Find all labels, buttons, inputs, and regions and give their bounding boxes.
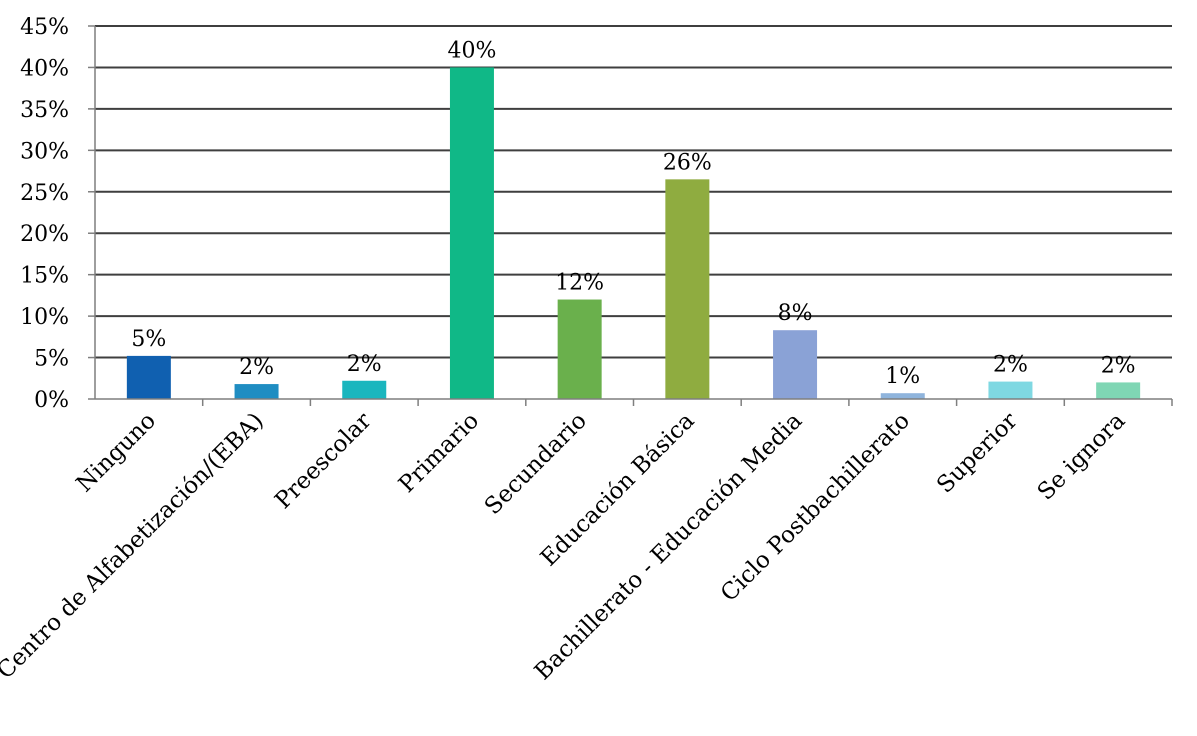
category-label: Preescolar [270,408,376,514]
bar [988,381,1033,399]
data-label: 12% [555,271,604,296]
data-label: 2% [993,353,1028,378]
data-label: 5% [131,327,166,352]
bar [773,330,818,399]
bar [449,67,494,399]
y-tick-label: 15% [20,264,69,289]
data-label: 2% [347,352,382,377]
data-label: 2% [239,355,274,380]
bar [880,393,925,399]
category-label: Se ignora [1033,408,1131,506]
y-tick-label: 45% [20,15,69,40]
y-tick-label: 30% [20,139,69,164]
bar [126,355,171,399]
y-tick-label: 25% [20,181,69,206]
category-label: Ciclo Postbachillerato [716,408,915,607]
bar [234,384,279,399]
y-tick-label: 0% [34,388,69,413]
category-label: Superior [932,408,1023,499]
y-tick-label: 5% [34,347,69,372]
data-label: 26% [663,150,712,175]
y-axis-labels: 0% 5% 10% 15% 20% 25% 30% 35% 40% 45% [20,15,69,413]
y-tick-label: 35% [20,98,69,123]
category-label: Primario [394,408,484,498]
data-label: 2% [1101,353,1136,378]
axes [94,26,1172,400]
gridlines [88,25,1173,406]
bar [1096,382,1141,399]
bars [126,67,1141,399]
bar [557,299,602,399]
y-tick-label: 20% [20,222,69,247]
y-tick-label: 10% [20,305,69,330]
category-label: Secundario [480,408,592,520]
bar [342,380,387,399]
y-tick-label: 40% [20,56,69,81]
data-label: 1% [885,364,920,389]
data-label: 40% [447,38,496,63]
bar [665,179,710,399]
data-label: 8% [778,301,813,326]
data-labels: 5% 2% 2% 40% 12% 26% 8% 1% 2% 2% [131,38,1135,389]
category-label: Ninguno [72,408,161,497]
